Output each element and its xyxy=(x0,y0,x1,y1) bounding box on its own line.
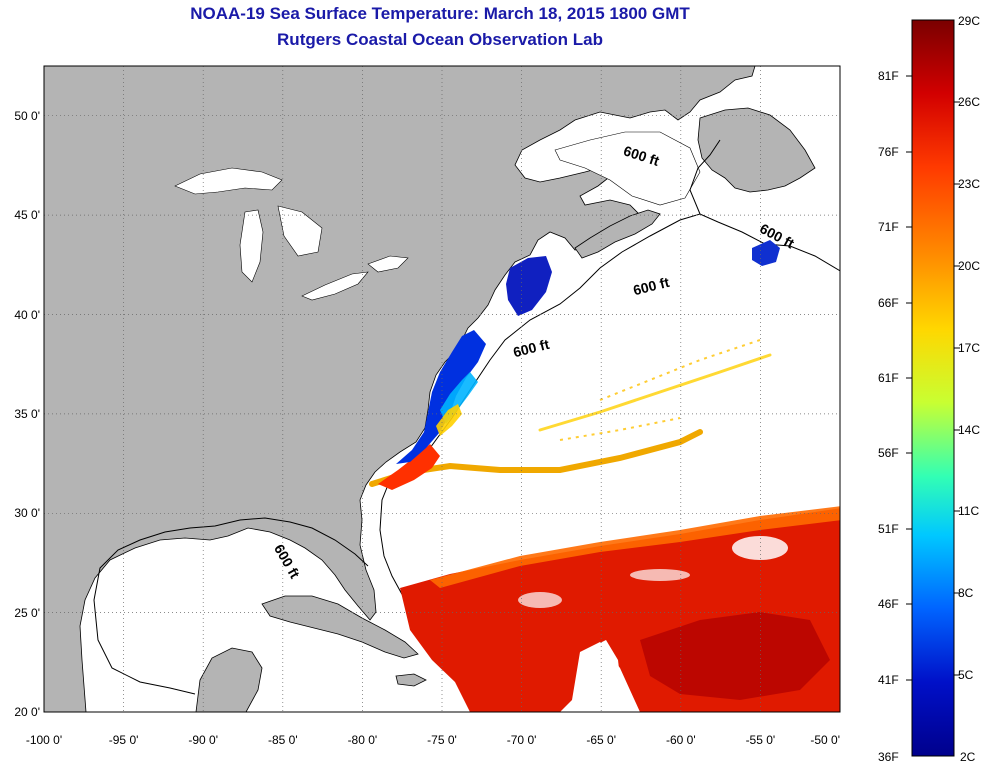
cuba-land xyxy=(261,595,419,659)
lat-tick-label: 45 0' xyxy=(14,208,40,222)
lon-tick-label: -80 0' xyxy=(348,733,378,747)
depth-contour xyxy=(379,213,840,599)
chart-title: NOAA-19 Sea Surface Temperature: March 1… xyxy=(190,4,690,23)
colorbar-label-c: 23C xyxy=(958,177,981,191)
colorbar-label-c: 2C xyxy=(960,750,976,764)
nova-scotia-land xyxy=(574,209,661,259)
jamaica-land xyxy=(395,673,427,687)
depth-contour-gulf xyxy=(93,517,369,695)
lake-erie xyxy=(301,271,369,301)
colorbar-label-c: 20C xyxy=(958,259,981,273)
gulf-of-st-lawrence xyxy=(554,131,701,206)
lon-tick-label: -65 0' xyxy=(586,733,616,747)
colorbar-label-f: 46F xyxy=(878,597,899,611)
sst-warm-edge xyxy=(430,506,840,588)
lat-tick-label: 20 0' xyxy=(14,705,40,719)
sst-coastal-cold xyxy=(396,330,486,464)
colorbar xyxy=(911,19,955,757)
lon-tick-label: -60 0' xyxy=(666,733,696,747)
lon-tick-label: -100 0' xyxy=(26,733,62,747)
cloud-patch xyxy=(630,569,690,581)
colorbar-label-c: 26C xyxy=(958,95,981,109)
sst-coastal-warm xyxy=(378,444,440,490)
colorbar-label-f: 81F xyxy=(878,69,899,83)
colorbar-label-c: 14C xyxy=(958,423,981,437)
colorbar-label-f: 61F xyxy=(878,371,899,385)
lon-tick-label: -95 0' xyxy=(109,733,139,747)
newfoundland-land xyxy=(697,107,816,193)
colorbar-label-f: 56F xyxy=(878,446,899,460)
lake-ontario xyxy=(367,255,409,273)
colorbar-label-f: 76F xyxy=(878,145,899,159)
lat-tick-label: 25 0' xyxy=(14,606,40,620)
map-frame xyxy=(43,65,841,713)
cloud-gap xyxy=(586,640,624,712)
yucatan-land xyxy=(195,647,263,712)
colorbar-label-c: 11C xyxy=(958,504,980,518)
colorbar-label-f: 71F xyxy=(878,220,899,234)
lat-tick-label: 30 0' xyxy=(14,506,40,520)
lake-huron xyxy=(277,205,323,257)
warm-patches xyxy=(559,339,761,441)
sst-gulf-of-maine-cold xyxy=(506,256,552,316)
lat-tick-label: 50 0' xyxy=(14,109,40,123)
depth-contour-north xyxy=(689,139,721,215)
cloud-patch xyxy=(732,536,788,560)
gulf-stream-band-2 xyxy=(538,353,772,432)
lon-tick-label: -75 0' xyxy=(427,733,457,747)
lon-tick-label: -50 0' xyxy=(810,733,840,747)
lat-tick-labels: 50 0' 45 0' 40 0' 35 0' 30 0' 25 0' 20 0… xyxy=(14,109,40,719)
lon-tick-label: -70 0' xyxy=(507,733,537,747)
lon-tick-label: -90 0' xyxy=(188,733,218,747)
lake-michigan xyxy=(239,209,264,283)
sst-scotian-cold xyxy=(752,240,780,266)
colorbar-label-f: 66F xyxy=(878,296,899,310)
lake-superior xyxy=(174,167,283,195)
colorbar-label-f: 41F xyxy=(878,673,899,687)
chart-subtitle: Rutgers Coastal Ocean Observation Lab xyxy=(277,30,603,49)
lon-tick-label: -85 0' xyxy=(268,733,298,747)
cloud-patch xyxy=(518,592,562,608)
sst-coastal-yellow xyxy=(436,404,462,436)
colorbar-label-c: 29C xyxy=(958,14,981,28)
lat-tick-label: 35 0' xyxy=(14,407,40,421)
map-grid xyxy=(44,66,840,712)
colorbar-label-c: 17C xyxy=(958,341,981,355)
colorbar-ticks xyxy=(906,75,960,681)
colorbar-label-f: 51F xyxy=(878,522,899,536)
lon-tick-labels: -100 0' -95 0' -90 0' -85 0' -80 0' -75 … xyxy=(26,733,840,747)
lat-tick-label: 40 0' xyxy=(14,308,40,322)
lon-tick-label: -55 0' xyxy=(746,733,776,747)
north-america-land xyxy=(44,66,756,712)
colorbar-label-f: 36F xyxy=(878,750,899,764)
colorbar-label-c: 8C xyxy=(958,586,974,600)
sst-dark-core xyxy=(640,612,830,700)
colorbar-label-c: 5C xyxy=(958,668,974,682)
